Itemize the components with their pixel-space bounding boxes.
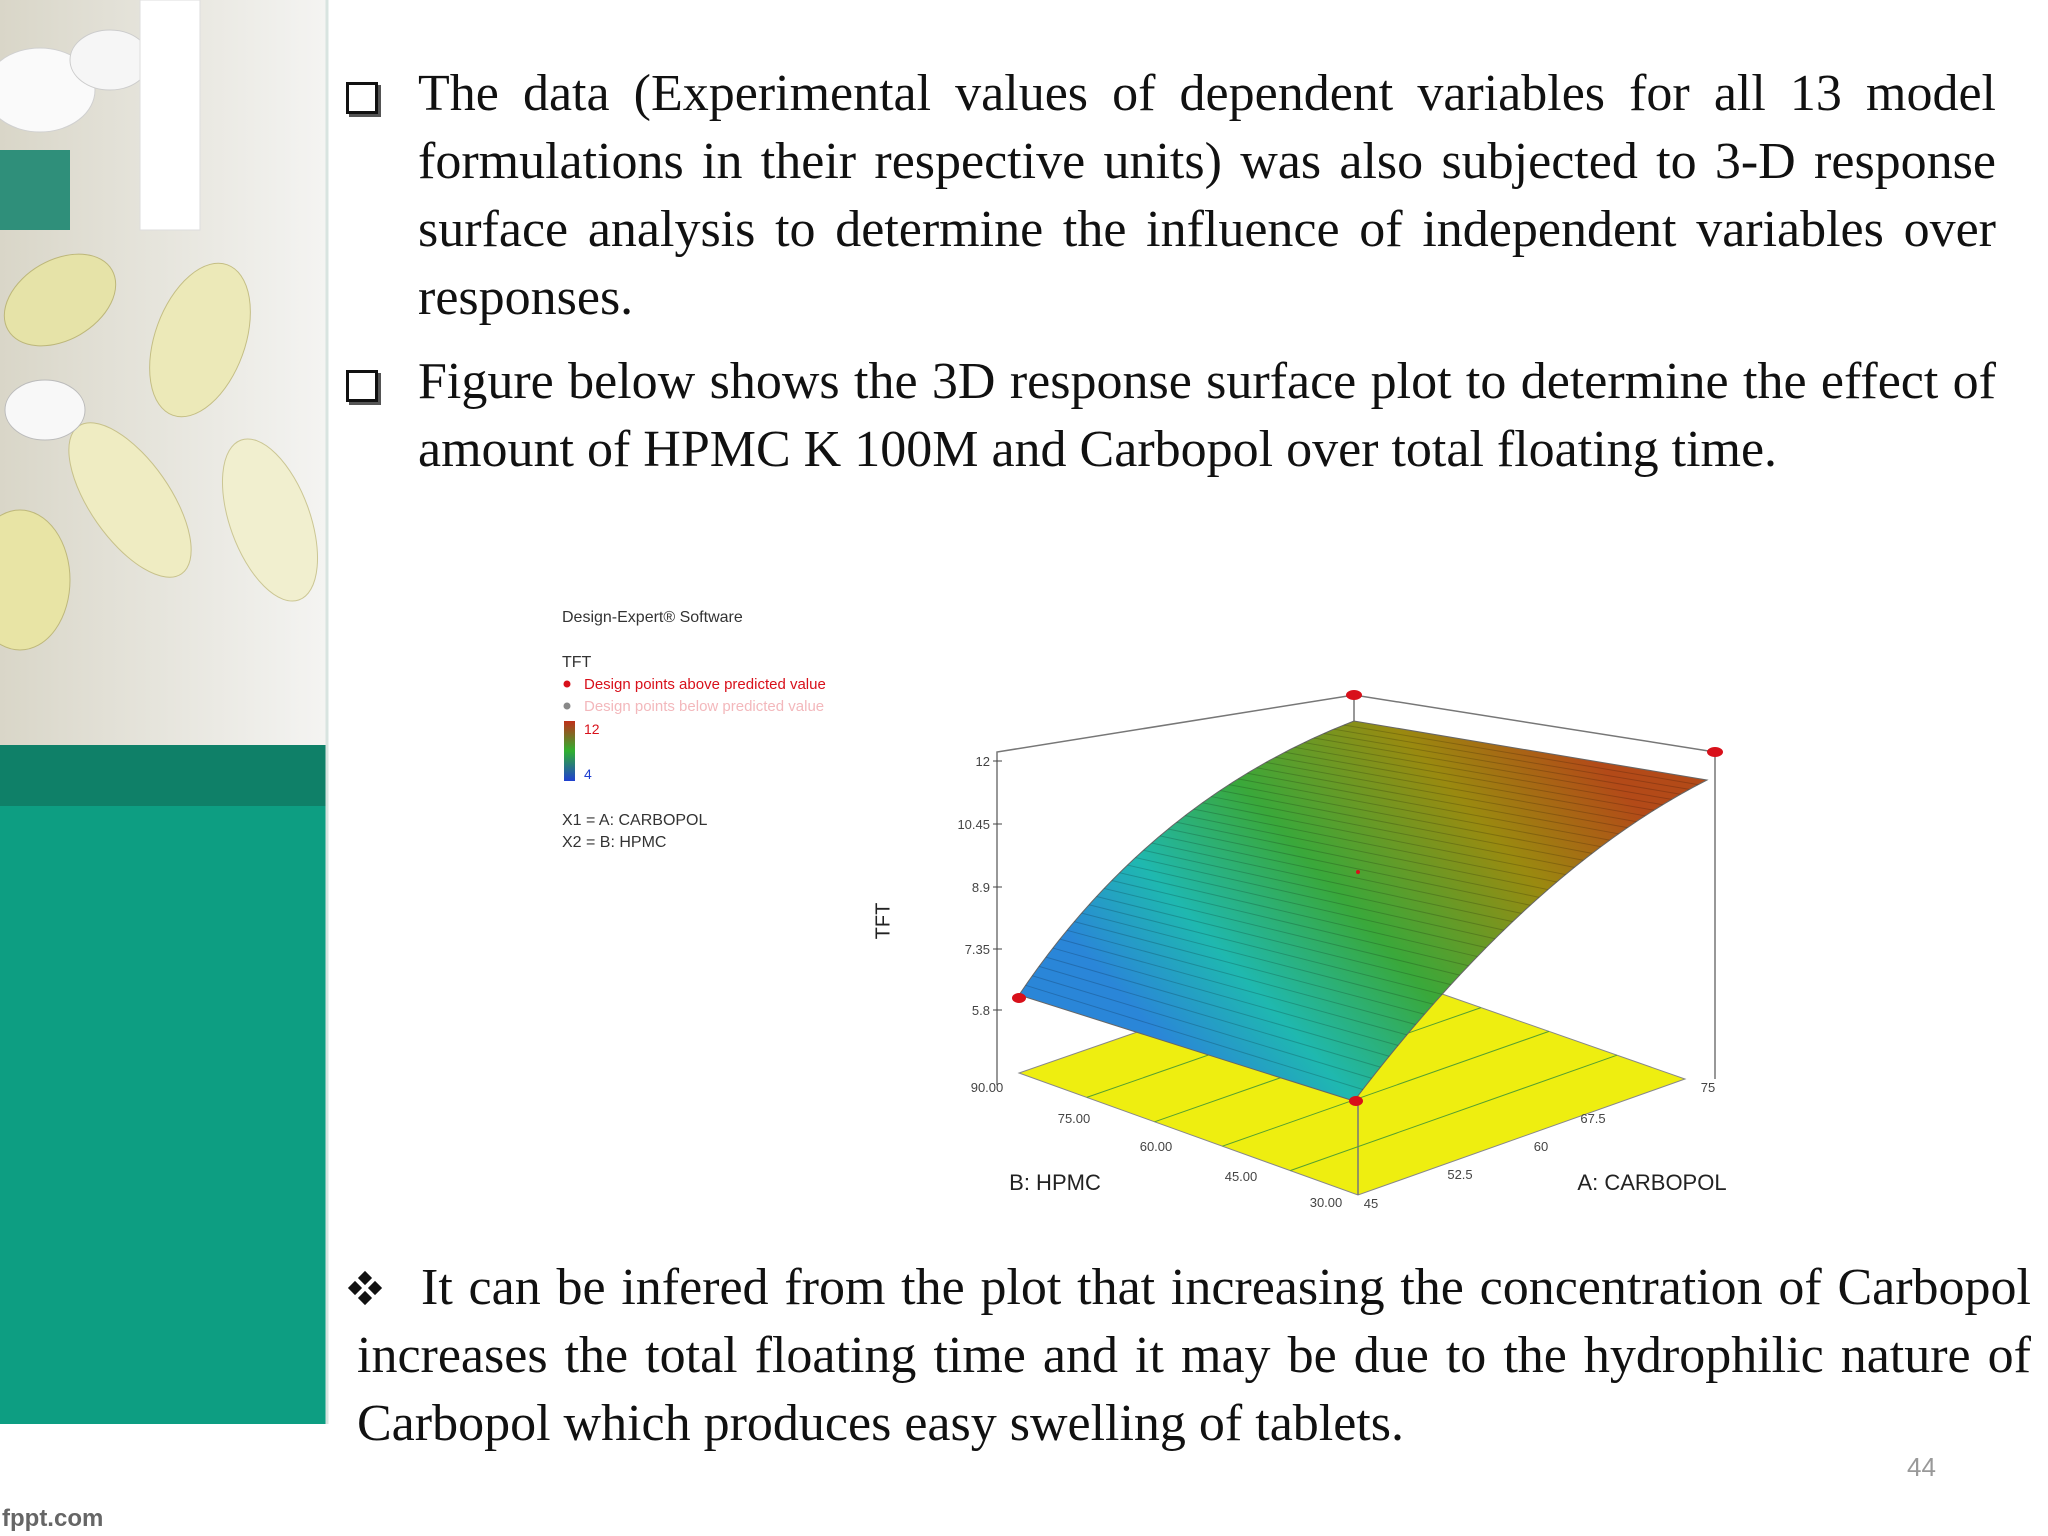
z-tick-label: 7.35 bbox=[965, 942, 990, 957]
mesh-line bbox=[1275, 756, 1637, 823]
mesh-line bbox=[1229, 784, 1593, 854]
legend-dot bbox=[563, 680, 571, 688]
mesh-line bbox=[1127, 864, 1487, 949]
conclusion-text: It can be infered from the plot that inc… bbox=[357, 1259, 2031, 1452]
mesh-line bbox=[1059, 938, 1407, 1036]
mesh-line bbox=[1238, 778, 1601, 848]
mesh-line bbox=[1074, 921, 1425, 1015]
factor-label: X1 = A: CARBOPOL bbox=[562, 812, 708, 829]
mesh-line bbox=[1343, 724, 1699, 786]
mesh-line bbox=[1032, 975, 1372, 1079]
x-tick-label: 75 bbox=[1701, 1080, 1715, 1095]
diamond-bullet bbox=[347, 1270, 383, 1306]
legend-dot bbox=[563, 702, 571, 710]
x-tick-label: 52.5 bbox=[1447, 1167, 1472, 1182]
x-tick-label: 67.5 bbox=[1580, 1111, 1605, 1126]
bottle bbox=[139, 0, 201, 231]
y-tick-label: 75.00 bbox=[1058, 1111, 1091, 1126]
mesh-line bbox=[1211, 796, 1575, 868]
mesh-line bbox=[1096, 896, 1451, 986]
response-label: TFT bbox=[562, 654, 592, 671]
mesh-line bbox=[1045, 956, 1390, 1057]
mesh-line bbox=[1304, 742, 1663, 806]
mesh-line bbox=[1247, 772, 1610, 841]
z-tick-label: 10.45 bbox=[957, 817, 990, 832]
x-tick-label: 45 bbox=[1364, 1196, 1378, 1211]
mesh-line bbox=[1220, 790, 1584, 861]
surface bbox=[1018, 720, 1709, 1102]
colorbar-min: 4 bbox=[584, 766, 592, 782]
mesh-line bbox=[1256, 767, 1619, 835]
legend-entry: Design points above predicted value bbox=[584, 676, 826, 693]
y-tick-label: 90.00 bbox=[971, 1080, 1004, 1095]
bullet-box bbox=[346, 82, 378, 114]
mesh-line bbox=[1185, 815, 1549, 891]
mesh-line bbox=[1313, 737, 1672, 800]
mesh-line bbox=[1066, 929, 1416, 1025]
mesh-line bbox=[1143, 849, 1504, 931]
x-tick-label: 60 bbox=[1534, 1139, 1548, 1154]
mesh-line bbox=[1333, 728, 1690, 790]
software-label: Design-Expert® Software bbox=[562, 609, 743, 626]
mesh-line bbox=[1323, 733, 1681, 795]
mesh-line bbox=[1159, 835, 1522, 914]
y-tick-label: 45.00 bbox=[1225, 1169, 1258, 1184]
z-tick-label: 12 bbox=[976, 754, 990, 769]
mesh-line bbox=[1038, 965, 1381, 1068]
z-tick-label: 8.9 bbox=[972, 880, 990, 895]
footer: fppt.com bbox=[2, 1505, 103, 1532]
bullet-box bbox=[346, 370, 378, 402]
factor-label: X2 = B: HPMC bbox=[562, 834, 666, 851]
mesh-line bbox=[1294, 746, 1655, 811]
teal-block bbox=[0, 806, 327, 1424]
y-tick-label: 60.00 bbox=[1140, 1139, 1173, 1154]
response-surface-plot: Design-Expert® Software TFT Design point… bbox=[562, 609, 1727, 1211]
pills bbox=[0, 0, 319, 651]
mesh-line bbox=[1052, 947, 1399, 1046]
mesh-line bbox=[1025, 984, 1363, 1091]
bullet-text: The data (Experimental values of depende… bbox=[418, 65, 1996, 326]
mesh-line bbox=[1135, 857, 1496, 940]
mesh-line bbox=[1284, 751, 1646, 817]
z-axis-label: TFT bbox=[872, 903, 894, 940]
mesh-line bbox=[1111, 880, 1469, 967]
colorbar-max: 12 bbox=[584, 721, 600, 737]
floor-line bbox=[1222, 1030, 1550, 1147]
y-tick-label: 30.00 bbox=[1310, 1195, 1343, 1210]
mesh-line bbox=[1088, 904, 1443, 995]
mesh-line bbox=[1168, 828, 1531, 906]
z-tick-label: 5.8 bbox=[972, 1003, 990, 1018]
floor-line bbox=[1290, 1054, 1618, 1172]
mesh-line bbox=[1104, 887, 1460, 976]
y-axis-label: B: HPMC bbox=[1009, 1170, 1101, 1195]
legend-entry: Design points below predicted value bbox=[584, 698, 824, 715]
page-number: 44 bbox=[1907, 1452, 1936, 1482]
bullet-text: Figure below shows the 3D response surfa… bbox=[418, 353, 1996, 478]
mesh-line bbox=[1081, 912, 1434, 1005]
mesh-line bbox=[1151, 842, 1513, 923]
mesh-line bbox=[1193, 808, 1557, 883]
design-points bbox=[1012, 690, 1723, 1106]
x-axis-label: A: CARBOPOL bbox=[1577, 1170, 1726, 1195]
colorbar bbox=[564, 721, 575, 781]
mesh-line bbox=[1119, 872, 1478, 958]
teal-band bbox=[0, 745, 327, 806]
mesh-line bbox=[1202, 802, 1566, 876]
mesh-line bbox=[1265, 761, 1628, 829]
mesh-line bbox=[1176, 821, 1540, 898]
